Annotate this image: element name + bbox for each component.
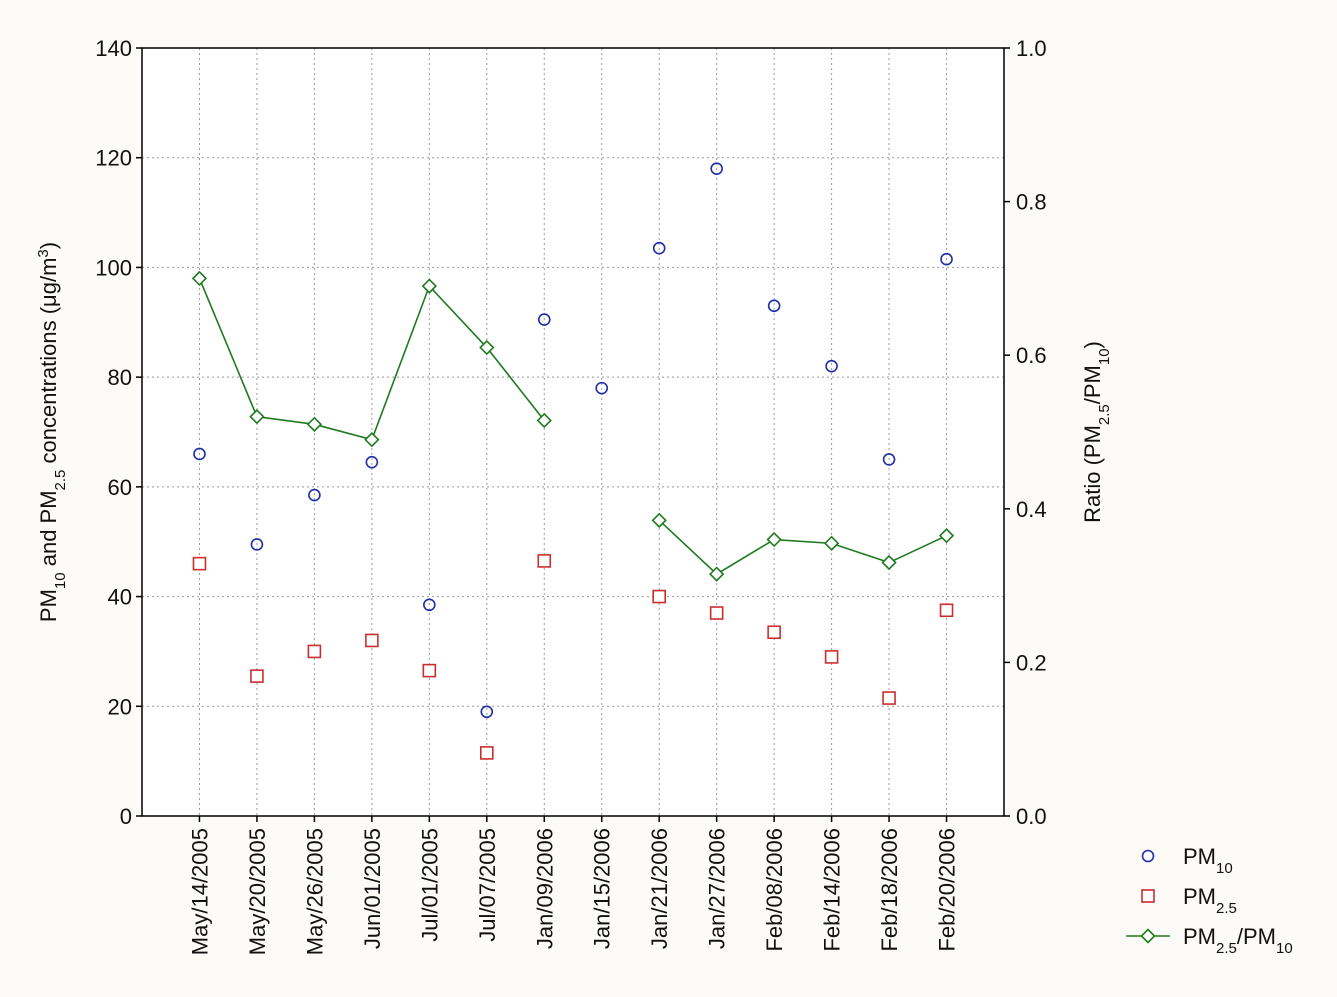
ratio-point: [766, 531, 782, 548]
ratio-point: [306, 416, 323, 432]
legend-item-pm10: PM10: [1141, 844, 1233, 877]
y-right-tick-label: 0.0: [1016, 804, 1047, 829]
x-tick-label: May/26/2005: [302, 828, 327, 955]
pm25-point: [422, 663, 437, 678]
pm10-point: [940, 252, 953, 266]
pm10-point: [882, 453, 896, 466]
legend-label: PM10: [1183, 844, 1233, 877]
pm25-point: [767, 625, 781, 640]
x-tick-label: Jan/27/2006: [705, 828, 730, 949]
legend: PM10 PM2.5 PM2.5/PM10: [1126, 844, 1293, 957]
pm25-point: [709, 606, 724, 620]
x-tick-label: Feb/14/2006: [820, 828, 845, 952]
legend-item-pm25: PM2.5: [1141, 884, 1237, 917]
plot-area: [142, 48, 1004, 816]
pm25-point: [939, 603, 954, 618]
ratio-point: [651, 512, 667, 528]
pm25-point: [192, 556, 207, 571]
y-right-axis-title: Ratio (PM2.5/PM10): [1080, 341, 1113, 523]
y-right-tick-label: 0.8: [1016, 190, 1047, 215]
pm25-point: [479, 746, 494, 760]
pm10-point: [595, 381, 609, 395]
series-pm25: [192, 554, 954, 760]
y-left-axis-labels: 0 20 40 60 80 100 120 140: [95, 36, 142, 829]
y-left-tick-label: 100: [95, 255, 132, 280]
x-tick-label: May/20/2005: [245, 828, 270, 955]
pm25-point: [652, 589, 667, 604]
pm25-point: [307, 644, 322, 659]
y-left-tick-label: 80: [108, 365, 132, 390]
pm10-point: [423, 598, 436, 612]
pm10-point: [308, 488, 321, 502]
series-ratio: [191, 270, 955, 582]
ratio-point: [249, 409, 265, 425]
y-left-tick-label: 20: [108, 694, 132, 719]
pm10-point: [193, 447, 206, 461]
x-tick-label: Feb/08/2006: [762, 828, 787, 952]
legend-marker: [1141, 849, 1155, 863]
pm25-point: [882, 691, 896, 705]
ratio-point: [421, 278, 437, 294]
pm25-point: [824, 650, 839, 664]
y-right-tick-label: 1.0: [1016, 36, 1047, 61]
ratio-point: [364, 432, 380, 448]
plot-frame: [141, 47, 1005, 817]
y-left-tick-label: 60: [108, 475, 132, 500]
x-tick-label: Jul/01/2005: [417, 828, 442, 942]
x-tick-label: Jan/15/2006: [590, 828, 615, 949]
series-group: [191, 162, 955, 760]
pm10-point: [480, 705, 494, 719]
ratio-point: [881, 554, 897, 571]
pm10-point: [537, 313, 551, 326]
ratio-point: [823, 535, 840, 551]
y-left-tick-label: 140: [95, 36, 132, 61]
x-tick-label: Jun/01/2005: [360, 828, 385, 949]
pm10-point: [710, 162, 723, 175]
x-tick-label: Jan/21/2006: [647, 828, 672, 949]
legend-label: PM2.5: [1183, 884, 1237, 917]
x-tick-label: May/14/2005: [187, 828, 212, 955]
pm10-point: [767, 299, 781, 313]
y-left-tick-label: 120: [95, 146, 132, 171]
pm10-point: [250, 538, 264, 551]
pm25-point: [365, 633, 379, 648]
x-tick-label: Feb/18/2006: [877, 828, 902, 952]
legend-marker: [1141, 889, 1155, 903]
ratio-point: [479, 339, 495, 356]
x-tick-label: Feb/20/2006: [935, 828, 960, 952]
y-left-axis-title: PM10 and PM2.5 concentrations (μg/m3): [35, 242, 69, 622]
y-right-tick-label: 0.4: [1016, 497, 1047, 522]
legend-item-ratio: PM2.5/PM10: [1126, 924, 1293, 957]
pm25-point: [537, 554, 552, 568]
y-right-tick-label: 0.2: [1016, 650, 1047, 675]
grid: [142, 48, 1004, 816]
pm10-point: [365, 455, 379, 469]
ratio-point: [709, 566, 725, 582]
y-left-tick-label: 0: [120, 804, 132, 829]
legend-marker: [1140, 928, 1156, 944]
pm25-point: [250, 669, 264, 683]
ratio-line: [658, 519, 947, 576]
pm10-point: [652, 241, 666, 255]
ratio-point: [191, 270, 208, 287]
pm10-point: [825, 359, 838, 373]
y-left-tick-label: 40: [108, 585, 132, 610]
x-tick-label: Jan/09/2006: [532, 828, 557, 949]
ratio-point: [938, 528, 955, 544]
y-right-axis-labels: 0.0 0.2 0.4 0.6 0.8 1.0: [1004, 36, 1047, 829]
x-axis-labels: May/14/2005 May/20/2005 May/26/2005 Jun/01/…: [187, 816, 960, 955]
series-pm10: [193, 162, 953, 719]
y-right-tick-label: 0.6: [1016, 343, 1047, 368]
ratio-point: [536, 412, 552, 429]
x-tick-label: Jul/07/2005: [475, 828, 500, 942]
legend-label: PM2.5/PM10: [1183, 924, 1293, 957]
